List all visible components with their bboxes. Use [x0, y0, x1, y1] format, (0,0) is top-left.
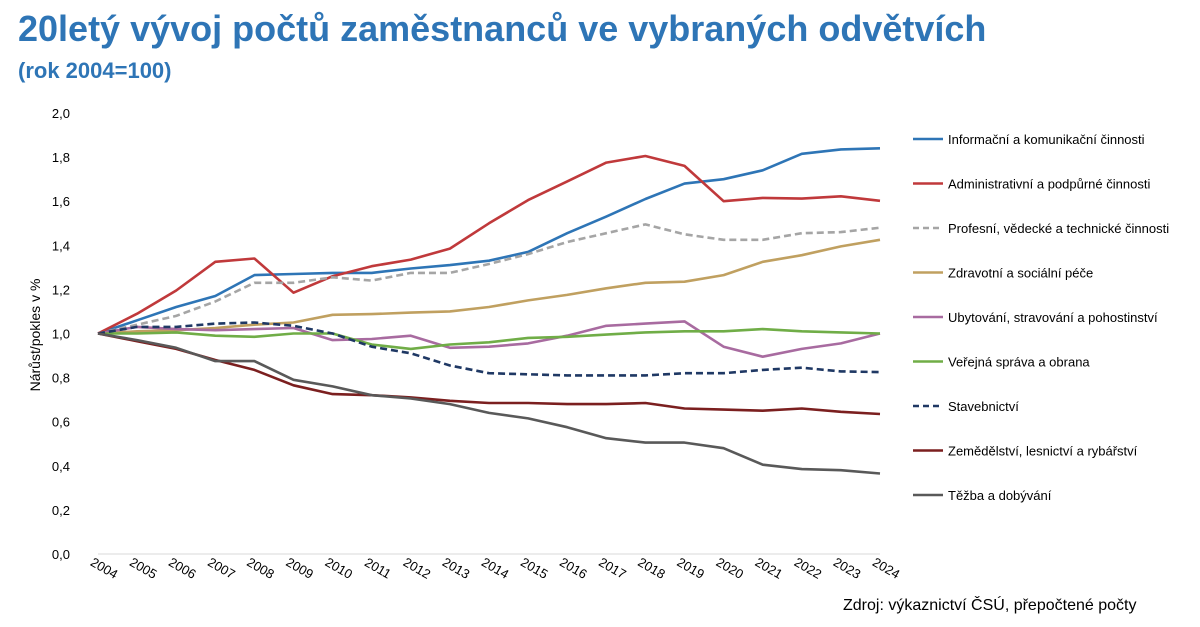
series-line — [97, 238, 881, 335]
legend-label: Administrativní a podpůrné činnosti — [948, 177, 1150, 192]
y-tick-label: 0,4 — [52, 459, 70, 474]
x-tick-label: 2021 — [753, 554, 786, 581]
series-line — [97, 147, 881, 335]
y-tick-label: 1,4 — [52, 238, 70, 253]
x-tick-label: 2020 — [714, 554, 747, 581]
x-tick-label: 2010 — [323, 554, 356, 581]
legend-label: Ubytování, stravování a pohostinství — [948, 310, 1158, 325]
series-line — [97, 223, 881, 335]
legend-label: Profesní, vědecké a technické činnosti — [948, 221, 1169, 236]
legend-label: Zemědělství, lesnictví a rybářství — [948, 444, 1138, 459]
legend: Informační a komunikační činnosti Adminis… — [913, 132, 1169, 503]
series-line — [97, 321, 881, 377]
y-tick-label: 1,0 — [52, 327, 70, 342]
y-tick-label: 0,8 — [52, 371, 70, 386]
legend-label: Veřejná správa a obrana — [948, 355, 1090, 370]
legend-label: Informační a komunikační činnosti — [948, 132, 1145, 147]
y-tick-label: 1,6 — [52, 194, 70, 209]
x-tick-label: 2007 — [205, 554, 238, 581]
legend-label: Stavebnictví — [948, 399, 1019, 414]
x-tick-label: 2019 — [674, 554, 707, 581]
x-tick-label: 2008 — [244, 554, 277, 581]
source-note: Zdroj: výkaznictví ČSÚ, přepočtené počty — [843, 597, 1137, 614]
x-tick-label: 2014 — [479, 554, 512, 581]
x-tick-label: 2013 — [440, 554, 473, 581]
chart-title: 20letý vývoj počtů zaměstnanců ve vybran… — [18, 8, 987, 49]
x-tick-label: 2012 — [401, 554, 434, 581]
x-tick-label: 2005 — [127, 554, 160, 581]
y-tick-label: 2,0 — [52, 106, 70, 121]
y-tick-label: 1,8 — [52, 150, 70, 165]
x-tick-label: 2018 — [635, 554, 668, 581]
series-lines — [97, 147, 881, 475]
series-line — [97, 332, 881, 475]
x-tick-label: 2016 — [557, 554, 590, 581]
legend-label: Zdravotní a sociální péče — [948, 266, 1093, 281]
x-tick-label: 2023 — [831, 554, 864, 581]
series-line — [97, 320, 881, 359]
chart-subtitle: (rok 2004=100) — [18, 58, 172, 83]
series-line — [98, 327, 881, 351]
series-line — [97, 154, 881, 335]
y-tick-label: 1,2 — [52, 282, 70, 297]
x-tick-label: 2017 — [596, 554, 629, 581]
x-tick-label: 2006 — [166, 554, 199, 581]
x-tick-label: 2022 — [792, 554, 825, 581]
y-tick-label: 0,6 — [52, 415, 70, 430]
series-line — [97, 332, 881, 416]
y-axis-label: Nárůst/pokles v % — [27, 279, 43, 392]
x-tick-label: 2011 — [362, 555, 394, 582]
y-tick-label: 0,0 — [52, 547, 70, 562]
x-tick-label: 2009 — [283, 554, 316, 581]
x-tick-label: 2015 — [518, 554, 551, 581]
y-tick-label: 0,2 — [52, 503, 70, 518]
legend-label: Těžba a dobývání — [948, 488, 1052, 503]
x-tick-label: 2024 — [870, 554, 903, 581]
x-tick-label: 2004 — [88, 554, 121, 581]
